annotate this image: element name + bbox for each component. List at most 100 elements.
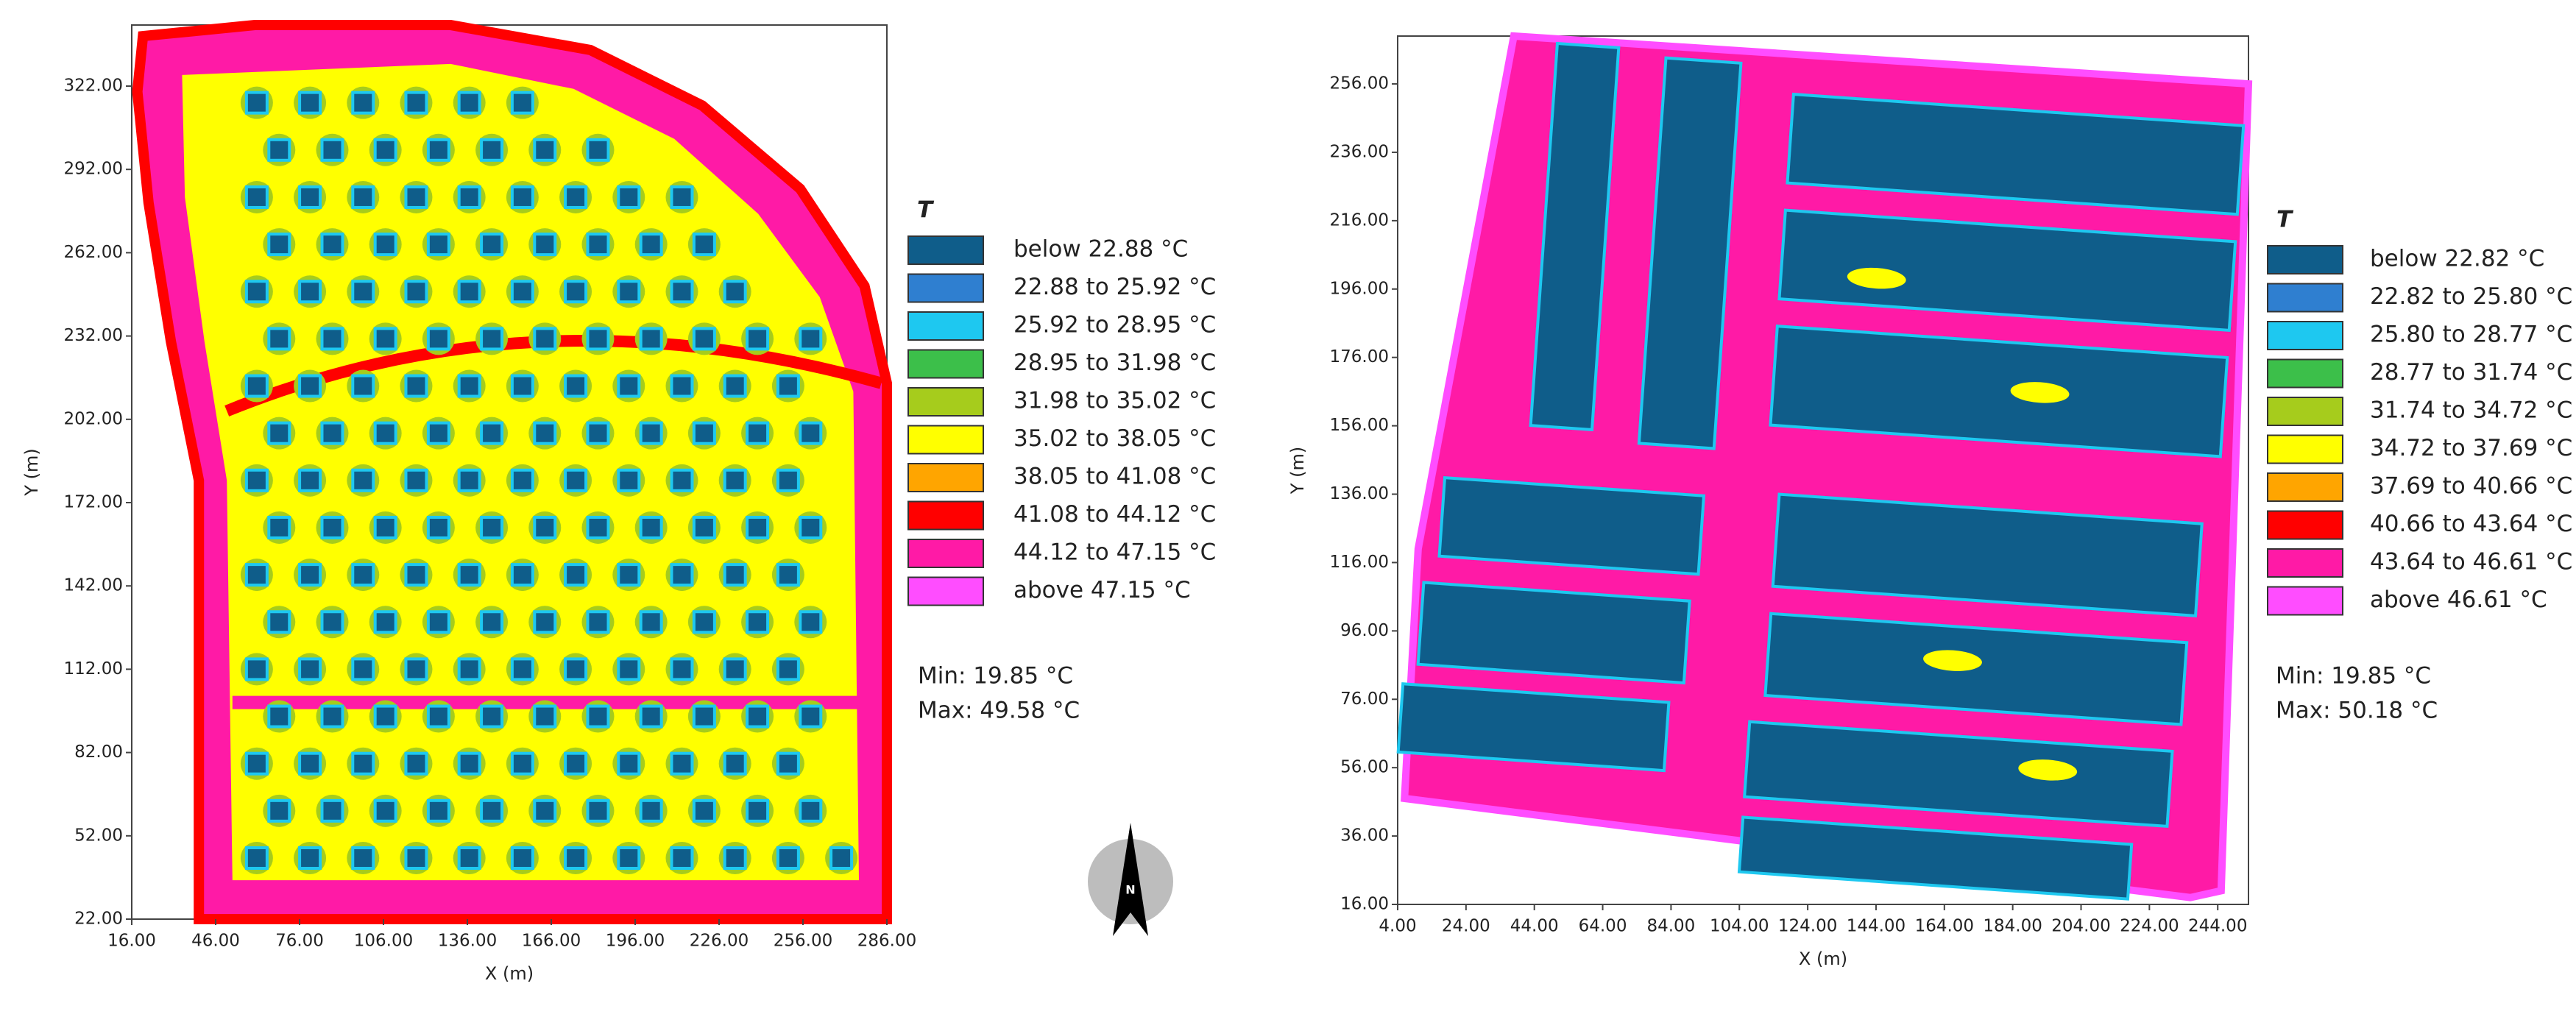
field-building [510, 185, 534, 209]
field-building [457, 657, 481, 681]
legend-swatch [907, 463, 984, 492]
annotation: Max: 50.18 °C [2276, 698, 2438, 724]
field-building [320, 704, 344, 729]
field-building [776, 657, 800, 681]
field-courtyard [2018, 759, 2078, 781]
x-tick-label: 24.00 [1442, 917, 1490, 936]
field-building [373, 798, 397, 823]
field-building [267, 327, 291, 351]
field-building [692, 515, 716, 539]
legend-swatch [2267, 434, 2343, 464]
field-building [351, 657, 375, 681]
x-tick-label: 286.00 [857, 932, 916, 951]
field-building [799, 610, 823, 634]
x-tick-label: 76.00 [275, 932, 324, 951]
field-building [1777, 208, 2237, 333]
field-building [533, 704, 557, 729]
field-building [267, 704, 291, 729]
field-building [586, 327, 610, 351]
field-building [457, 280, 481, 304]
field-building [320, 233, 344, 257]
field-building [404, 185, 428, 209]
field-building [723, 374, 747, 398]
field-building [723, 846, 747, 870]
y-tick-label: 232.00 [64, 326, 123, 345]
field-building [267, 798, 291, 823]
field-building [723, 563, 747, 587]
field-building [617, 468, 641, 492]
field-building [723, 657, 747, 681]
field-building [564, 751, 588, 776]
field-building [426, 610, 450, 634]
field-building [564, 657, 588, 681]
field-building [639, 704, 663, 729]
field-building [351, 91, 375, 115]
field-building [457, 374, 481, 398]
x-tick-label: 136.00 [438, 932, 497, 951]
legend-swatch [2267, 472, 2343, 502]
x-tick-label: 204.00 [2051, 917, 2110, 936]
field-building [617, 657, 641, 681]
field-building [1637, 56, 1743, 450]
field-building [320, 327, 344, 351]
field-building [533, 233, 557, 257]
legend-swatch [907, 539, 984, 568]
field-building [1396, 682, 1671, 773]
legend-swatch [907, 311, 984, 341]
field-building [373, 327, 397, 351]
field-building [480, 704, 504, 729]
legend-label: 41.08 to 44.12 °C [1013, 501, 1216, 528]
legend-swatch [2267, 283, 2343, 313]
y-tick-label: 322.00 [64, 77, 123, 96]
x-tick-label: 16.00 [107, 932, 156, 951]
field-building [373, 610, 397, 634]
legend-swatch [907, 273, 984, 303]
y-tick-label: 52.00 [74, 826, 123, 845]
field-building [746, 515, 770, 539]
x-tick-label: 144.00 [1847, 917, 1906, 936]
field-building [1416, 581, 1691, 685]
field-building [723, 468, 747, 492]
legend-swatch [2267, 510, 2343, 540]
field-building [351, 374, 375, 398]
y-tick-label: 216.00 [1330, 210, 1389, 230]
field-building [564, 280, 588, 304]
legend-label: 28.95 to 31.98 °C [1013, 350, 1216, 376]
field-building [426, 704, 450, 729]
field-building [586, 138, 610, 162]
legend-swatch [2267, 586, 2343, 616]
chart: 4.00 24.00 44.00 64.00 84.00 104.00 124.00 144.… [1287, 32, 2572, 969]
legend-label: 34.72 to 37.69 °C [2370, 435, 2572, 461]
y-axis-label: Y (m) [1287, 447, 1308, 495]
temperature-field [1396, 32, 2253, 901]
x-tick-label: 44.00 [1510, 917, 1559, 936]
field-building [670, 751, 694, 776]
legend-label: 28.77 to 31.74 °C [2370, 359, 2572, 386]
x-tick-label: 164.00 [1915, 917, 1974, 936]
field-building [298, 563, 322, 587]
field-building [298, 846, 322, 870]
field-building [351, 846, 375, 870]
y-tick-label: 116.00 [1330, 553, 1389, 572]
field-building [692, 610, 716, 634]
field-building [639, 233, 663, 257]
north-label: N [1125, 883, 1135, 897]
field-building [746, 610, 770, 634]
field-blocks [1396, 41, 2246, 901]
field-building [776, 751, 800, 776]
field-building [298, 91, 322, 115]
field-building [480, 138, 504, 162]
field-building [510, 751, 534, 776]
field-building [351, 563, 375, 587]
legend-swatch [2267, 397, 2343, 426]
x-tick-label: 226.00 [690, 932, 749, 951]
field-building [510, 657, 534, 681]
x-tick-label: 256.00 [774, 932, 832, 951]
field-building [351, 280, 375, 304]
field-building [404, 468, 428, 492]
field-building [244, 280, 269, 304]
y-axis-label: Y (m) [21, 448, 42, 496]
field-building [457, 185, 481, 209]
field-building [564, 468, 588, 492]
x-tick-label: 104.00 [1710, 917, 1769, 936]
